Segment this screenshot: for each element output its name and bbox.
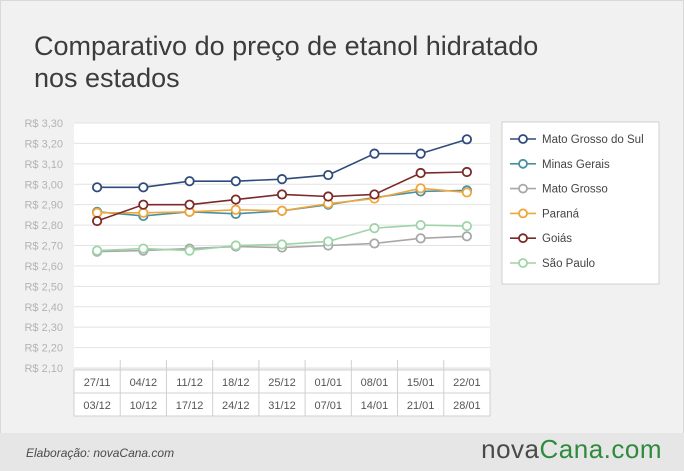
data-point	[276, 205, 288, 216]
x-tick-label-top: 27/11	[84, 377, 111, 389]
x-tick-label-bottom: 21/01	[407, 400, 435, 412]
y-tick-label: R$ 2,50	[24, 281, 63, 293]
data-point	[230, 204, 241, 215]
brand-logo: novaCana.com	[481, 434, 662, 465]
chart-title: Comparativo do preço de etanol hidratado…	[34, 30, 634, 94]
data-point	[369, 189, 380, 200]
brand-logo-part1: nova	[481, 434, 540, 464]
data-point	[138, 243, 149, 254]
data-point	[461, 134, 472, 145]
data-point	[92, 215, 103, 227]
x-tick-label-bottom: 17/12	[176, 400, 204, 412]
brand-logo-part2: Cana.com	[539, 434, 662, 464]
data-point	[276, 174, 288, 185]
x-tick-label-top: 18/12	[222, 377, 250, 389]
data-point	[461, 221, 472, 232]
data-point	[323, 191, 334, 202]
y-tick-label: R$ 2,80	[24, 220, 63, 232]
legend-swatch-marker	[518, 208, 528, 219]
legend-box	[501, 121, 660, 285]
y-tick-label: R$ 2,10	[24, 363, 63, 375]
data-point	[92, 182, 103, 193]
data-point	[138, 182, 149, 193]
data-point	[276, 239, 288, 250]
legend-swatch-marker	[518, 258, 528, 268]
data-point	[415, 219, 426, 231]
y-tick-label: R$ 2,90	[24, 200, 63, 212]
legend-entry-label: Mato Grosso	[542, 184, 608, 196]
y-tick-label: R$ 3,30	[24, 118, 63, 130]
legend: Mato Grosso do Sul Minas Gerais Mato Gross…	[501, 121, 660, 285]
x-tick-label-top: 04/12	[130, 377, 158, 389]
data-point	[138, 199, 149, 210]
plot-area: R$ 2,10 R$ 2,20 R$ 2,30 R$ 2,40 R$ 2,50 R$ 2,…	[24, 118, 491, 417]
footer-bar	[0, 433, 684, 471]
data-point	[369, 148, 380, 159]
x-tick-label-bottom: 07/01	[314, 400, 342, 412]
data-point	[230, 240, 241, 251]
data-point	[230, 194, 241, 205]
data-point	[415, 167, 426, 179]
legend-swatch-marker	[518, 233, 528, 244]
x-tick-label-top: 01/01	[314, 377, 342, 389]
data-point	[138, 207, 149, 218]
data-point	[323, 169, 334, 181]
data-point	[323, 236, 334, 247]
y-tick-label: R$ 2,20	[24, 343, 63, 355]
data-point	[184, 176, 195, 187]
y-tick-label: R$ 2,60	[24, 261, 63, 273]
legend-entry-label: Mato Grosso do Sul	[542, 134, 644, 146]
y-tick-label: R$ 2,70	[24, 241, 63, 253]
x-tick-label-bottom: 03/12	[83, 400, 111, 412]
data-point	[369, 238, 380, 249]
data-point	[415, 148, 426, 159]
legend-swatch-marker	[518, 158, 528, 169]
title-line-1: Comparativo do preço de etanol hidratado	[34, 31, 539, 61]
data-point	[369, 223, 380, 234]
x-tick-label-top: 08/01	[361, 377, 389, 389]
data-point	[92, 245, 103, 256]
data-point	[461, 187, 472, 198]
x-tick-label-top: 25/12	[268, 377, 296, 389]
legend-entry-label: Goiás	[542, 233, 572, 245]
x-tick-label-bottom: 31/12	[268, 400, 296, 412]
data-point	[276, 189, 288, 200]
title-line-2: nos estados	[34, 63, 180, 93]
x-tick-label-bottom: 24/12	[222, 400, 250, 412]
data-point	[415, 233, 426, 244]
y-tick-label: R$ 2,40	[24, 302, 63, 314]
x-tick-label-bottom: 10/12	[130, 400, 158, 412]
x-tick-label-bottom: 28/01	[453, 400, 481, 412]
x-tick-label-top: 22/01	[453, 377, 481, 389]
legend-entry-label: Paraná	[542, 208, 580, 220]
data-point	[230, 176, 241, 187]
x-tick-label-bottom: 14/01	[361, 400, 389, 412]
x-tick-label-top: 15/01	[407, 377, 435, 389]
legend-entry-label: Minas Gerais	[542, 159, 610, 171]
x-tick-label-top: 11/12	[176, 377, 203, 389]
y-tick-label: R$ 3,20	[24, 138, 63, 150]
legend-swatch-marker	[518, 134, 528, 144]
y-tick-label: R$ 2,30	[24, 322, 63, 334]
data-point	[461, 166, 472, 178]
credit-text: Elaboração: novaCana.com	[26, 446, 175, 460]
legend-entry-label: São Paulo	[542, 258, 595, 270]
data-point	[461, 231, 472, 242]
y-tick-label: R$ 3,10	[24, 159, 63, 171]
data-point	[415, 183, 426, 194]
data-point	[184, 245, 195, 256]
data-point	[184, 199, 195, 210]
legend-swatch-marker	[518, 183, 528, 194]
y-tick-label: R$ 3,00	[24, 179, 63, 191]
data-point	[92, 207, 103, 218]
